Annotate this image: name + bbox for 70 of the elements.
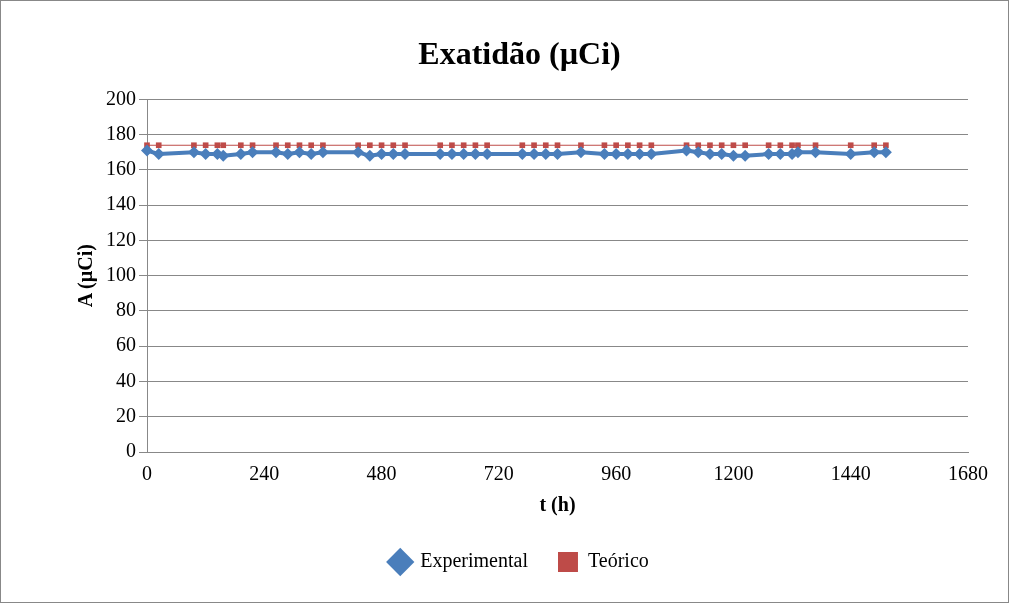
point	[795, 142, 801, 149]
x-axis-title: t (h)	[539, 493, 576, 517]
point	[542, 142, 549, 149]
point	[636, 142, 643, 149]
point	[390, 142, 397, 149]
point	[449, 142, 455, 149]
point	[308, 142, 315, 149]
point	[152, 148, 165, 161]
y-tick-label: 120	[106, 227, 136, 250]
point	[847, 142, 854, 149]
point	[214, 142, 221, 149]
y-tick-label: 20	[116, 403, 136, 426]
point	[378, 142, 385, 149]
point	[352, 146, 365, 159]
point	[460, 142, 467, 149]
point	[625, 142, 631, 149]
legend-label: Experimental	[420, 549, 529, 573]
point	[730, 142, 737, 149]
x-tick-label: 960	[601, 462, 632, 485]
point	[238, 142, 244, 149]
point	[601, 142, 608, 149]
x-tick-label: 0	[142, 462, 152, 485]
point	[554, 142, 561, 149]
y-tick-label: 0	[126, 439, 136, 462]
point	[472, 142, 479, 149]
point	[871, 142, 877, 149]
point	[765, 142, 772, 149]
point	[742, 142, 748, 149]
y-tick-label: 140	[106, 192, 136, 215]
point	[273, 142, 279, 149]
point	[777, 142, 784, 149]
x-tick-label: 720	[483, 462, 514, 485]
y-tick-label: 40	[116, 368, 136, 391]
point	[355, 142, 361, 149]
point	[718, 142, 725, 149]
point	[155, 142, 162, 149]
x-tick-label: 1680	[948, 462, 988, 485]
point	[363, 149, 376, 162]
x-tick-label: 1200	[713, 462, 754, 485]
point	[437, 142, 444, 149]
point	[695, 142, 702, 149]
point	[519, 142, 526, 149]
y-tick-label: 180	[106, 121, 136, 144]
x-tick-label: 480	[366, 462, 397, 485]
x-tick-label: 240	[249, 462, 280, 485]
point	[707, 142, 713, 149]
point	[883, 142, 889, 149]
legend-label: Teórico	[587, 549, 649, 572]
point	[484, 142, 490, 149]
point	[531, 142, 537, 149]
point	[367, 142, 373, 149]
y-tick-label: 200	[106, 86, 136, 109]
y-tick-label: 100	[106, 262, 136, 285]
y-axis-title: A (µCi)	[74, 244, 98, 308]
point	[141, 144, 153, 157]
point	[402, 142, 408, 149]
y-tick-label: 160	[106, 157, 136, 180]
point	[789, 142, 795, 149]
point	[578, 142, 584, 149]
y-tick-label: 60	[116, 333, 136, 356]
point	[613, 142, 619, 149]
x-tick-label: 1440	[830, 462, 871, 485]
point	[191, 142, 197, 149]
point	[284, 142, 291, 149]
chart-title: Exatidão (µCi)	[418, 35, 621, 72]
point	[202, 142, 209, 149]
point	[220, 142, 227, 149]
point	[648, 142, 655, 149]
y-tick-label: 80	[116, 298, 136, 321]
point	[320, 142, 326, 149]
